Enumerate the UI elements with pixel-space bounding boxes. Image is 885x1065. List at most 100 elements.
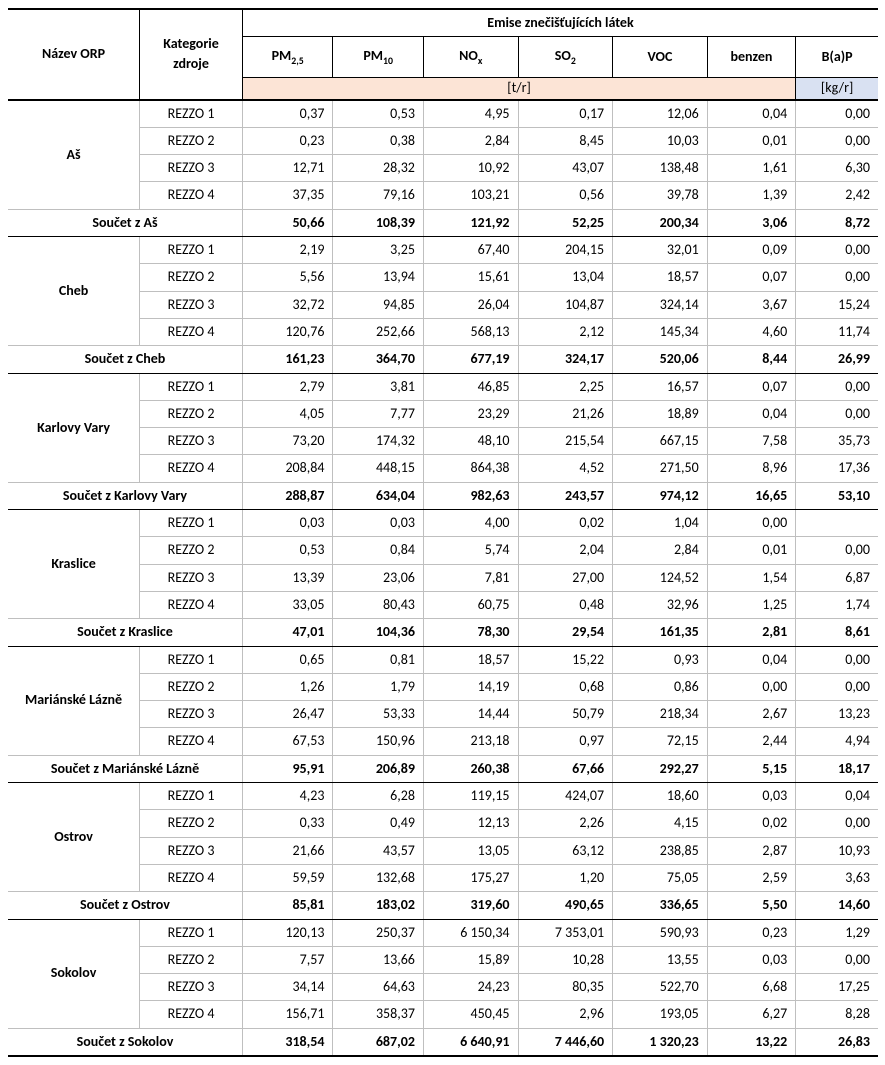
sum-value: 634,04: [333, 482, 423, 509]
value-cell: 0,00: [796, 673, 878, 700]
col-nox: NOx: [423, 37, 518, 78]
value-cell: 32,72: [242, 291, 332, 318]
col-bap: B(a)P: [796, 37, 878, 78]
sum-value: 3,06: [707, 209, 795, 236]
value-cell: 2,12: [518, 318, 613, 345]
value-cell: 17,36: [796, 455, 878, 482]
value-cell: 0,01: [707, 537, 795, 564]
sum-value: 200,34: [613, 209, 708, 236]
value-cell: 3,63: [796, 864, 878, 891]
value-cell: 522,70: [613, 974, 708, 1001]
value-cell: 2,84: [613, 537, 708, 564]
value-cell: 1,74: [796, 591, 878, 618]
value-cell: 0,33: [242, 810, 332, 837]
sum-value: 8,72: [796, 209, 878, 236]
value-cell: 13,94: [333, 264, 423, 291]
orp-name: Aš: [8, 100, 140, 210]
value-cell: 59,59: [242, 864, 332, 891]
value-cell: 2,59: [707, 864, 795, 891]
sum-label: Součet z Mariánské Lázně: [8, 755, 242, 782]
value-cell: 33,05: [242, 591, 332, 618]
value-cell: 21,26: [518, 400, 613, 427]
table-body: AšREZZO 10,370,534,950,1712,060,040,00RE…: [8, 100, 878, 1056]
value-cell: 0,00: [796, 127, 878, 154]
value-cell: 3,81: [333, 373, 423, 400]
sum-value: 5,15: [707, 755, 795, 782]
value-cell: 8,28: [796, 1001, 878, 1028]
value-cell: 13,05: [423, 837, 518, 864]
value-cell: 14,44: [423, 701, 518, 728]
value-cell: 1,29: [796, 919, 878, 946]
value-cell: 0,56: [518, 182, 613, 209]
sum-value: 7 446,60: [518, 1028, 613, 1056]
value-cell: 13,04: [518, 264, 613, 291]
sum-value: 95,91: [242, 755, 332, 782]
value-cell: 63,12: [518, 837, 613, 864]
value-cell: 4,95: [423, 100, 518, 128]
value-cell: 0,37: [242, 100, 332, 128]
value-cell: 8,45: [518, 127, 613, 154]
value-cell: 218,34: [613, 701, 708, 728]
table-row: OstrovREZZO 14,236,28119,15424,0718,600,…: [8, 783, 878, 810]
value-cell: 73,20: [242, 428, 332, 455]
value-cell: 18,60: [613, 783, 708, 810]
value-cell: 18,57: [423, 646, 518, 673]
kategorie-cell: REZZO 4: [140, 182, 243, 209]
sum-value: 161,23: [242, 346, 332, 373]
sum-value: 26,83: [796, 1028, 878, 1056]
value-cell: 0,04: [796, 783, 878, 810]
sum-value: 52,25: [518, 209, 613, 236]
value-cell: 120,13: [242, 919, 332, 946]
orp-name: Cheb: [8, 237, 140, 346]
value-cell: 10,92: [423, 155, 518, 182]
value-cell: 2,25: [518, 373, 613, 400]
value-cell: 0,53: [242, 537, 332, 564]
value-cell: 6,87: [796, 564, 878, 591]
value-cell: 3,25: [333, 237, 423, 264]
value-cell: 0,00: [707, 673, 795, 700]
kategorie-cell: REZZO 2: [140, 127, 243, 154]
sum-value: 8,44: [707, 346, 795, 373]
orp-name: Ostrov: [8, 783, 140, 892]
value-cell: 103,21: [423, 182, 518, 209]
value-cell: 15,22: [518, 646, 613, 673]
sum-value: 687,02: [333, 1028, 423, 1056]
kategorie-cell: REZZO 1: [140, 237, 243, 264]
table-row: Karlovy VaryREZZO 12,793,8146,852,2516,5…: [8, 373, 878, 400]
value-cell: 124,52: [613, 564, 708, 591]
value-cell: 7 353,01: [518, 919, 613, 946]
value-cell: 12,71: [242, 155, 332, 182]
value-cell: 27,00: [518, 564, 613, 591]
value-cell: 1,54: [707, 564, 795, 591]
sum-value: 982,63: [423, 482, 518, 509]
sum-label: Součet z Karlovy Vary: [8, 482, 242, 509]
value-cell: 424,07: [518, 783, 613, 810]
value-cell: 250,37: [333, 919, 423, 946]
sum-value: 318,54: [242, 1028, 332, 1056]
value-cell: 215,54: [518, 428, 613, 455]
table-header: Název ORP Kategorie zdroje Emise znečišť…: [8, 9, 878, 100]
value-cell: 1,04: [613, 510, 708, 537]
value-cell: 590,93: [613, 919, 708, 946]
sum-value: 5,50: [707, 892, 795, 919]
value-cell: 0,04: [707, 400, 795, 427]
value-cell: 0,03: [242, 510, 332, 537]
kategorie-cell: REZZO 4: [140, 728, 243, 755]
value-cell: 0,93: [613, 646, 708, 673]
sum-value: 974,12: [613, 482, 708, 509]
value-cell: 6,28: [333, 783, 423, 810]
value-cell: 18,89: [613, 400, 708, 427]
sum-row: Součet z Sokolov318,54687,026 640,917 44…: [8, 1028, 878, 1056]
value-cell: 132,68: [333, 864, 423, 891]
value-cell: 5,74: [423, 537, 518, 564]
value-cell: 271,50: [613, 455, 708, 482]
value-cell: 2,44: [707, 728, 795, 755]
value-cell: 15,89: [423, 946, 518, 973]
value-cell: 0,65: [242, 646, 332, 673]
sum-label: Součet z Ostrov: [8, 892, 242, 919]
sum-value: 206,89: [333, 755, 423, 782]
value-cell: 67,40: [423, 237, 518, 264]
value-cell: 15,61: [423, 264, 518, 291]
value-cell: 1,26: [242, 673, 332, 700]
sum-value: 85,81: [242, 892, 332, 919]
